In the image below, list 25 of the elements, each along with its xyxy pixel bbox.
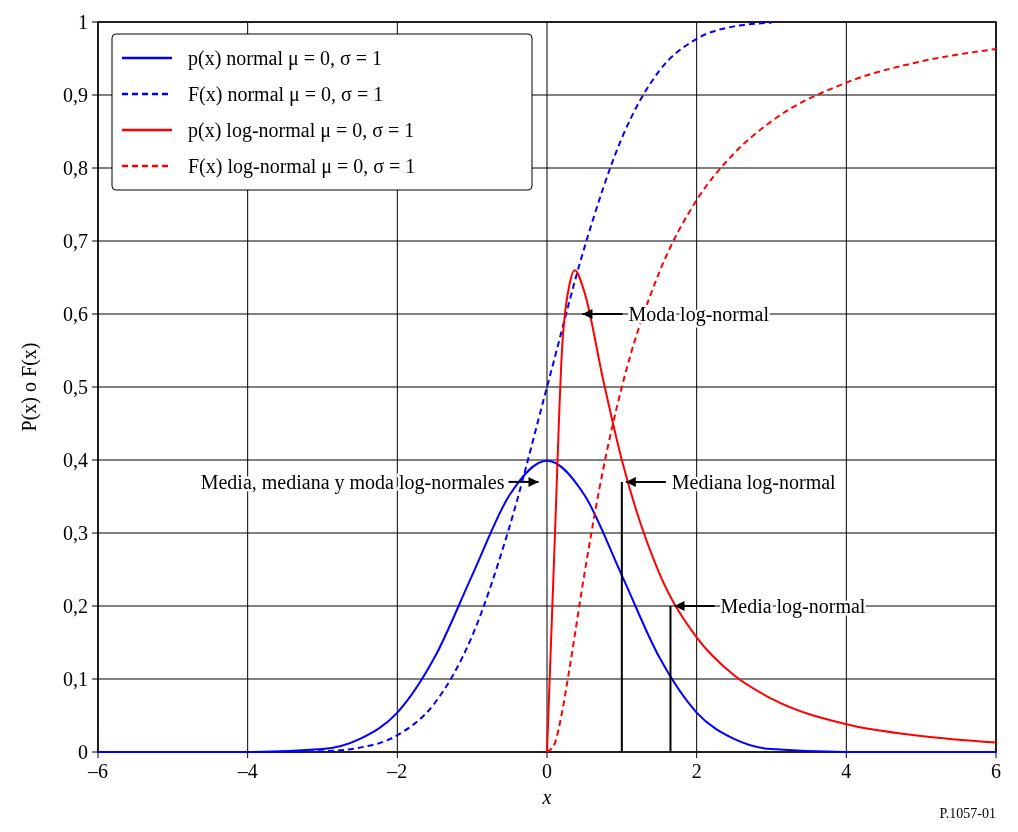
x-tick-label: 2	[691, 760, 702, 782]
x-tick-label: 0	[542, 760, 552, 782]
y-tick-label: 0,9	[63, 84, 88, 106]
x-axis-title: x	[541, 786, 552, 808]
legend-label: F(x) log-normal μ = 0, σ = 1	[188, 155, 416, 178]
y-tick-label: 0,6	[63, 303, 88, 325]
y-tick-label: 0,8	[63, 157, 88, 179]
x-tick-label: 4	[841, 760, 852, 782]
y-tick-label: 0,5	[63, 376, 88, 398]
legend-label: p(x) normal μ = 0, σ = 1	[188, 47, 383, 70]
y-tick-label: 0,2	[63, 595, 88, 617]
x-tick-label: –4	[236, 760, 258, 782]
y-tick-label: 0,4	[63, 449, 88, 471]
y-axis-title: P(x) o F(x)	[18, 342, 41, 432]
text: P.1057-01	[939, 806, 996, 821]
y-tick-label: 0,7	[63, 230, 88, 252]
x-tick-label: –2	[386, 760, 408, 782]
y-tick-label: 0	[78, 741, 88, 763]
y-tick-label: 1	[78, 11, 88, 33]
x-tick-label: 6	[991, 760, 1001, 782]
y-tick-label: 0,1	[63, 668, 88, 690]
legend-label: p(x) log-normal μ = 0, σ = 1	[188, 119, 415, 142]
x-tick-label: –6	[87, 760, 108, 782]
legend-label: F(x) normal μ = 0, σ = 1	[188, 83, 384, 106]
y-tick-label: 0,3	[63, 522, 88, 544]
